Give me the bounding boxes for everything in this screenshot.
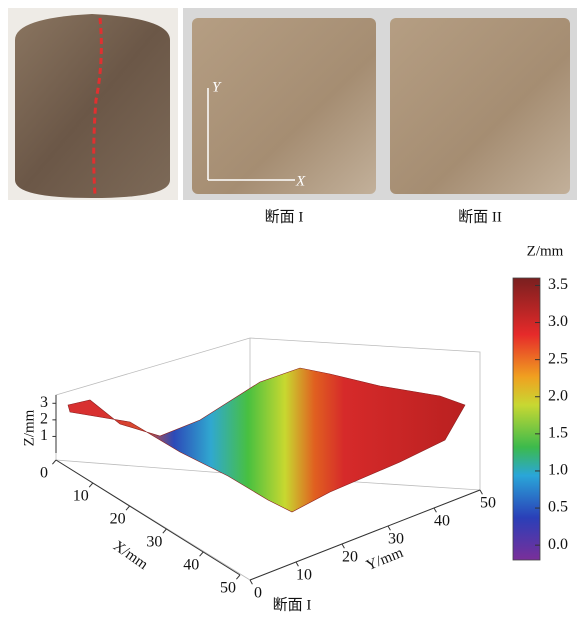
colorbar-tick-label: 3.0 [548, 313, 568, 330]
x-axis-label: X/mm [110, 538, 151, 573]
colorbar-label: Z/mm [527, 243, 564, 259]
z-axis-label: Z/mm [21, 409, 37, 446]
colorbar-tick-label: 0.0 [548, 536, 568, 553]
tick-mark [388, 526, 390, 530]
colorbar-tick-label: 1.5 [548, 425, 568, 442]
tick-mark [296, 562, 298, 566]
photo-axis-label: X [295, 173, 306, 189]
tick-label: 2 [40, 411, 48, 428]
tick-mark [480, 490, 482, 494]
tick-mark [89, 483, 93, 487]
y-axis-label: Y/mm [364, 545, 406, 574]
tick-label: 30 [388, 531, 404, 548]
tick-mark [52, 460, 56, 464]
tick-label: 10 [296, 567, 312, 584]
tick-label: 3 [40, 394, 48, 411]
colorbar-tick-label: 3.5 [548, 276, 568, 293]
caption: 断面 I [265, 208, 304, 225]
caption: 断面 II [458, 208, 502, 225]
tick-mark [342, 544, 344, 548]
tick-mark [200, 552, 204, 556]
colorbar-tick-label: 2.0 [548, 387, 568, 404]
tick-mark [163, 529, 167, 533]
surface [68, 368, 465, 512]
tick-label: 50 [220, 580, 236, 597]
tick-label: 0 [254, 585, 262, 602]
tick-label: 20 [342, 549, 358, 566]
tick-label: 0 [40, 465, 48, 482]
colorbar-tick-label: 0.5 [548, 499, 568, 516]
tick-mark [250, 580, 252, 584]
caption: 断面 I [273, 596, 312, 613]
tick-mark [434, 508, 436, 512]
tick-label: 40 [434, 513, 450, 530]
tick-label: 30 [146, 534, 162, 551]
tick-label: 50 [480, 495, 496, 512]
figure: Y X 断面 I 断面 II Z/mm X/mm Y/mm 断面 I Z/mm … [0, 0, 577, 619]
tick-mark [236, 575, 240, 579]
tick-label: 1 [40, 427, 48, 444]
fracture-surface [192, 18, 376, 194]
tick-label: 40 [183, 557, 199, 574]
colorbar-tick-label: 1.0 [548, 462, 568, 479]
colorbar [513, 278, 540, 560]
tick-label: 20 [110, 511, 126, 528]
tick-label: 10 [73, 488, 89, 505]
fracture-surface [390, 18, 570, 194]
colorbar-tick-label: 2.5 [548, 350, 568, 367]
tick-mark [126, 506, 130, 510]
